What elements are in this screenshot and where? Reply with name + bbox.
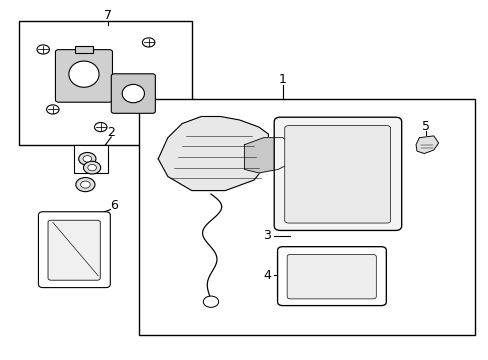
- Bar: [75, 46, 92, 53]
- Text: 3: 3: [263, 229, 271, 242]
- FancyBboxPatch shape: [277, 247, 386, 306]
- FancyBboxPatch shape: [39, 212, 110, 288]
- Circle shape: [94, 122, 107, 132]
- Circle shape: [83, 161, 101, 174]
- Ellipse shape: [122, 84, 144, 103]
- Text: 6: 6: [110, 199, 118, 212]
- Bar: [139, 99, 473, 335]
- Ellipse shape: [69, 61, 99, 87]
- FancyBboxPatch shape: [286, 255, 375, 299]
- Circle shape: [81, 181, 90, 188]
- Circle shape: [37, 45, 49, 54]
- Text: 4: 4: [263, 269, 271, 282]
- FancyBboxPatch shape: [48, 220, 100, 280]
- Bar: [19, 21, 191, 145]
- Circle shape: [46, 105, 59, 114]
- Text: 7: 7: [104, 9, 112, 22]
- Circle shape: [203, 296, 218, 307]
- Polygon shape: [244, 138, 292, 173]
- Polygon shape: [415, 136, 438, 154]
- FancyBboxPatch shape: [284, 126, 390, 223]
- Text: 5: 5: [421, 120, 429, 132]
- Circle shape: [83, 156, 91, 162]
- Text: 2: 2: [107, 126, 115, 139]
- Circle shape: [79, 153, 96, 165]
- Circle shape: [142, 38, 155, 47]
- Circle shape: [76, 177, 95, 192]
- Polygon shape: [158, 117, 268, 190]
- Text: 1: 1: [278, 73, 286, 86]
- FancyBboxPatch shape: [274, 117, 401, 230]
- Bar: [74, 145, 108, 173]
- Circle shape: [88, 165, 96, 171]
- FancyBboxPatch shape: [55, 50, 112, 102]
- FancyBboxPatch shape: [111, 74, 155, 113]
